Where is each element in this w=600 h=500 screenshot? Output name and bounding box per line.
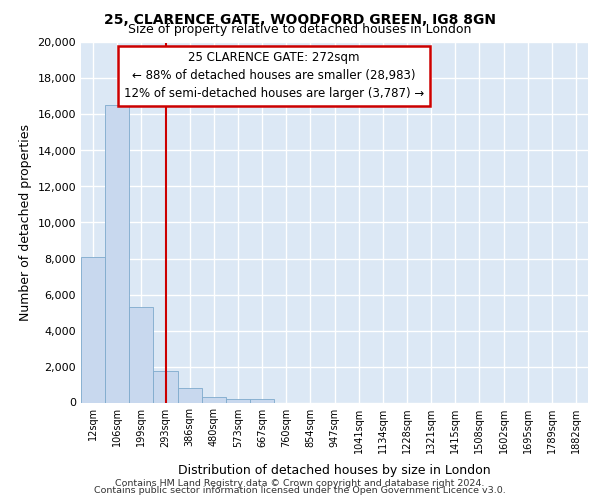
Text: Contains HM Land Registry data © Crown copyright and database right 2024.: Contains HM Land Registry data © Crown c… [115,478,485,488]
Text: Size of property relative to detached houses in London: Size of property relative to detached ho… [128,22,472,36]
Text: 25 CLARENCE GATE: 272sqm
← 88% of detached houses are smaller (28,983)
12% of se: 25 CLARENCE GATE: 272sqm ← 88% of detach… [124,52,424,100]
Bar [226,399,250,402]
Bar [250,399,274,402]
Text: 25, CLARENCE GATE, WOODFORD GREEN, IG8 8GN: 25, CLARENCE GATE, WOODFORD GREEN, IG8 8… [104,12,496,26]
Text: Contains public sector information licensed under the Open Government Licence v3: Contains public sector information licen… [94,486,506,495]
Bar [178,388,202,402]
Bar [154,371,178,402]
X-axis label: Distribution of detached houses by size in London: Distribution of detached houses by size … [178,464,491,477]
Bar [202,397,226,402]
Bar [129,307,154,402]
Bar [81,256,105,402]
Bar [105,106,129,403]
Y-axis label: Number of detached properties: Number of detached properties [19,124,32,321]
